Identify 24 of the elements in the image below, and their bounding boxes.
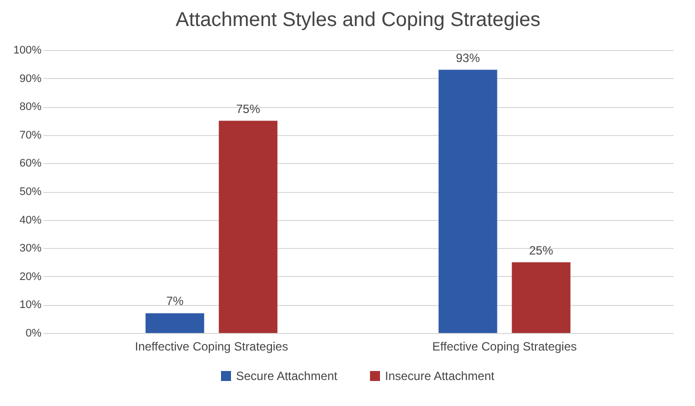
data-label: 25% bbox=[529, 243, 554, 258]
bar bbox=[218, 120, 278, 333]
y-tick-label: 40% bbox=[19, 214, 42, 226]
data-label: 93% bbox=[456, 50, 480, 65]
bar bbox=[146, 313, 204, 333]
x-tick-label: Ineffective Coping Strategies bbox=[134, 340, 288, 354]
y-tick-label: 10% bbox=[19, 299, 42, 312]
legend-label: Secure Attachment bbox=[236, 369, 338, 383]
y-tick-label: 60% bbox=[19, 158, 42, 170]
data-label: 7% bbox=[166, 294, 184, 308]
data-label: 75% bbox=[236, 102, 260, 116]
x-tick-label: Effective Coping Strategies bbox=[432, 340, 577, 354]
y-tick-label: 100% bbox=[13, 44, 42, 56]
bar bbox=[512, 262, 570, 333]
chart-title: Attachment Styles and Coping Strategies bbox=[176, 9, 540, 31]
y-tick-label: 70% bbox=[19, 129, 42, 142]
y-tick-label: 30% bbox=[19, 242, 42, 255]
legend-label: Insecure Attachment bbox=[385, 369, 496, 383]
y-tick-label: 0% bbox=[26, 328, 42, 340]
bar bbox=[438, 70, 498, 333]
y-tick-label: 80% bbox=[19, 101, 42, 114]
y-tick-label: 50% bbox=[19, 186, 42, 198]
y-tick-label: 20% bbox=[19, 270, 42, 283]
y-tick-label: 90% bbox=[19, 72, 42, 85]
